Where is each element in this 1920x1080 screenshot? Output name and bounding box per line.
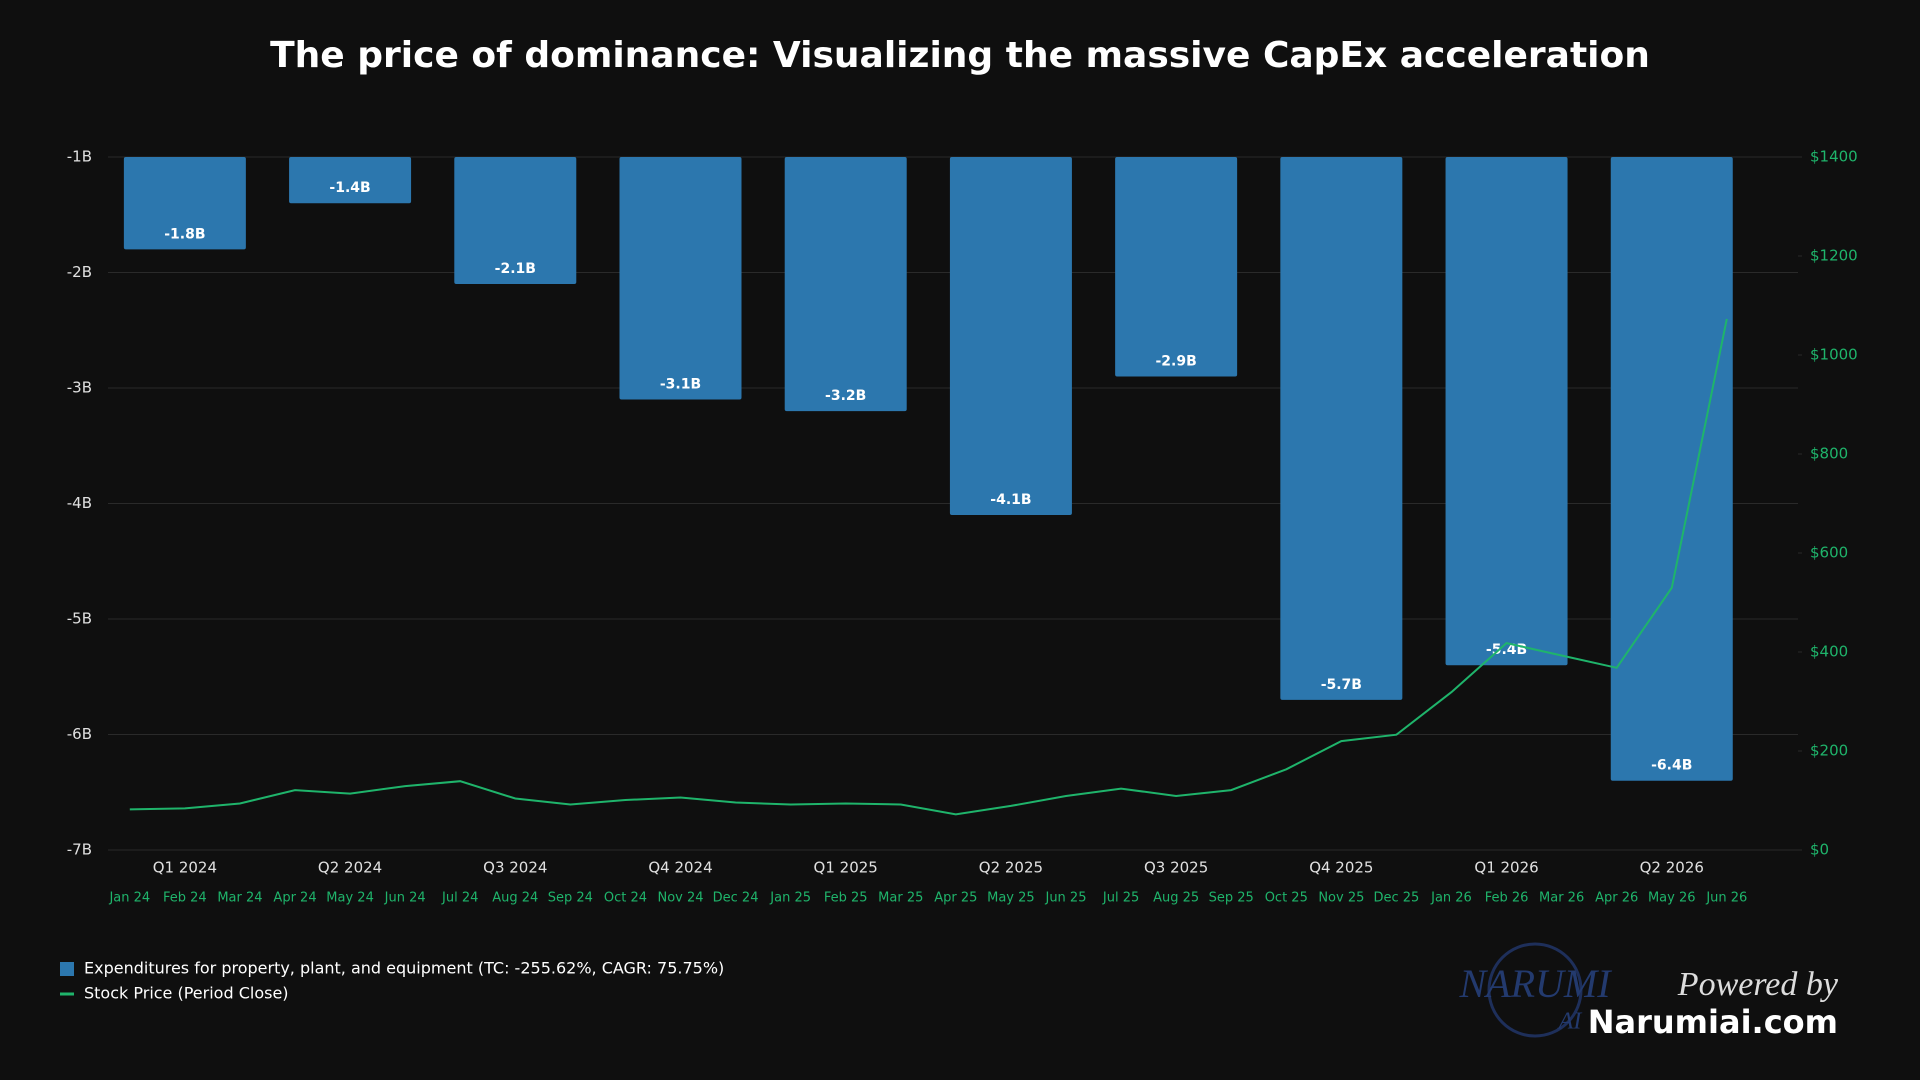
bar-value-label: -2.9B [1155, 353, 1196, 369]
bar-value-label: -6.4B [1651, 758, 1692, 774]
month-label: May 25 [987, 891, 1035, 906]
y-tick-label: -4B [67, 494, 92, 512]
month-label: Jun 25 [1044, 891, 1086, 906]
branding: NARUMI AI Powered by Narumiai.com [1458, 942, 1839, 1041]
y2-tick-label: $1000 [1810, 346, 1858, 364]
logo-ring [1487, 942, 1583, 1038]
stock-line [129, 318, 1728, 816]
y-tick-label: -2B [67, 263, 92, 281]
month-label: Oct 25 [1265, 891, 1308, 906]
month-label: Jun 26 [1705, 891, 1747, 906]
month-label: Apr 24 [273, 891, 316, 906]
month-label: May 24 [326, 891, 374, 906]
month-label: Dec 24 [713, 891, 759, 906]
chart-title: The price of dominance: Visualizing the … [270, 35, 1650, 76]
month-label: Aug 24 [492, 891, 538, 906]
month-label: Feb 26 [1485, 891, 1529, 906]
month-label: Jan 24 [108, 891, 150, 906]
month-label: Apr 25 [934, 891, 977, 906]
site-name: Narumiai.com [1588, 1003, 1838, 1041]
y2-tick-label: $400 [1810, 643, 1848, 661]
bar-value-label: -5.7B [1321, 677, 1362, 693]
y2-tick-label: $1400 [1810, 148, 1858, 166]
bar-value-label: -1.8B [164, 226, 205, 242]
month-label: Dec 25 [1373, 891, 1419, 906]
y2-tick-label: $1200 [1810, 247, 1858, 265]
month-label: Oct 24 [604, 891, 647, 906]
y2-tick-label: $800 [1810, 445, 1848, 463]
x-tick-label: Q4 2024 [648, 859, 712, 877]
y-tick-label: -7B [67, 841, 92, 859]
x-tick-label: Q2 2025 [979, 859, 1043, 877]
x-tick-label: Q2 2024 [318, 859, 382, 877]
month-label: Apr 26 [1595, 891, 1638, 906]
x-tick-label: Q2 2026 [1640, 859, 1704, 877]
y-tick-label: -1B [67, 148, 92, 166]
month-label: May 26 [1648, 891, 1696, 906]
month-label: Jul 25 [1102, 891, 1139, 906]
x-tick-label: Q1 2024 [153, 859, 217, 877]
month-label: Jul 24 [441, 891, 478, 906]
bar [949, 157, 1072, 516]
month-label: Mar 26 [1539, 891, 1584, 906]
month-label: Sep 24 [548, 891, 593, 906]
bar [1280, 157, 1403, 700]
bar-value-label: -4.1B [990, 492, 1031, 508]
bar-value-label: -1.4B [329, 180, 370, 196]
x-tick-label: Q3 2024 [483, 859, 547, 877]
month-label: Aug 25 [1153, 891, 1199, 906]
legend-label: Expenditures for property, plant, and eq… [84, 959, 724, 978]
bar [784, 157, 907, 412]
bar [123, 157, 246, 250]
bar-value-label: -3.1B [660, 377, 701, 393]
bar [1610, 157, 1733, 781]
bar-value-label: -3.2B [825, 388, 866, 404]
month-label: Jan 25 [769, 891, 811, 906]
y2-tick-label: $200 [1810, 742, 1848, 760]
month-label: Nov 25 [1318, 891, 1364, 906]
month-label: Jun 24 [384, 891, 426, 906]
powered-by: Powered by [1677, 966, 1839, 1003]
bar [619, 157, 742, 400]
month-label: Nov 24 [657, 891, 703, 906]
x-tick-label: Q1 2025 [814, 859, 878, 877]
legend-swatch [60, 962, 74, 976]
bar [289, 157, 412, 204]
month-label: Mar 25 [878, 891, 923, 906]
x-tick-label: Q3 2025 [1144, 859, 1208, 877]
bar-value-label: -2.1B [495, 261, 536, 277]
y-tick-label: -3B [67, 379, 92, 397]
month-label: Feb 24 [163, 891, 207, 906]
x-tick-label: Q1 2026 [1474, 859, 1538, 877]
bar [454, 157, 577, 285]
month-label: Feb 25 [824, 891, 868, 906]
logo-text: NARUMI [1458, 961, 1612, 1006]
y2-tick-label: $0 [1810, 841, 1829, 859]
bar [1115, 157, 1238, 377]
month-label: Sep 25 [1209, 891, 1254, 906]
month-label: Mar 24 [217, 891, 262, 906]
y-tick-label: -6B [67, 725, 92, 743]
month-label: Jan 26 [1430, 891, 1472, 906]
legend-label: Stock Price (Period Close) [84, 984, 289, 1003]
logo-sub: AI [1557, 1009, 1583, 1035]
bar [1445, 157, 1568, 666]
y2-tick-label: $600 [1810, 544, 1848, 562]
x-tick-label: Q4 2025 [1309, 859, 1373, 877]
y-tick-label: -5B [67, 610, 92, 628]
